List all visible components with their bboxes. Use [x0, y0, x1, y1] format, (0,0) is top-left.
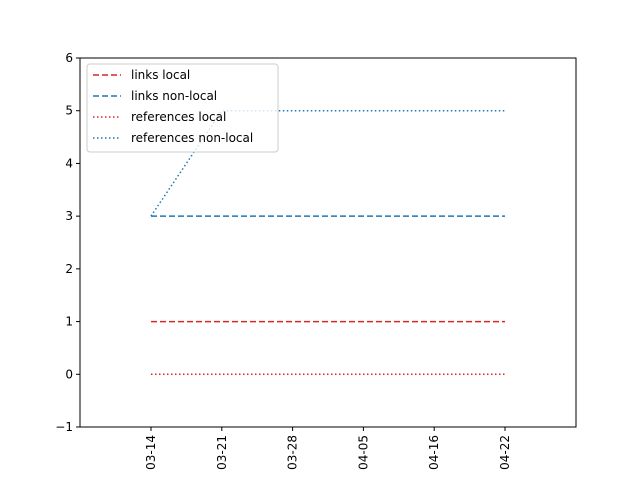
y-tick-label: 2: [65, 262, 73, 276]
x-tick-label: 03-14: [144, 435, 158, 470]
y-axis: −1 0 1 2 3 4 5 6: [55, 51, 80, 434]
y-tick-label: −1: [55, 420, 73, 434]
legend: links local links non-local references loc…: [86, 63, 279, 153]
y-tick-label: 5: [65, 104, 73, 118]
x-axis: 03-14 03-21 03-28 04-05 04-16 04-22: [144, 427, 512, 470]
series-layer: [150, 109, 505, 376]
legend-box: [86, 63, 279, 153]
y-tick-label: 0: [65, 367, 73, 381]
x-tick-label: 03-28: [286, 435, 300, 470]
legend-label-1: links non-local: [131, 89, 217, 103]
plot-frame: [79, 57, 577, 428]
legend-label-0: links local: [131, 68, 190, 82]
x-tick-label: 04-05: [356, 435, 370, 470]
x-tick-label: 04-16: [427, 435, 441, 470]
legend-label-2: references local: [131, 110, 226, 124]
x-tick-label: 04-22: [498, 435, 512, 470]
y-tick-label: 1: [65, 315, 73, 329]
legend-label-3: references non-local: [131, 131, 253, 145]
y-tick-label: 4: [65, 156, 73, 170]
series-line-3: [150, 109, 505, 217]
x-tick-label: 03-21: [215, 435, 229, 470]
y-tick-label: 6: [65, 51, 73, 65]
y-tick-label: 3: [65, 209, 73, 223]
